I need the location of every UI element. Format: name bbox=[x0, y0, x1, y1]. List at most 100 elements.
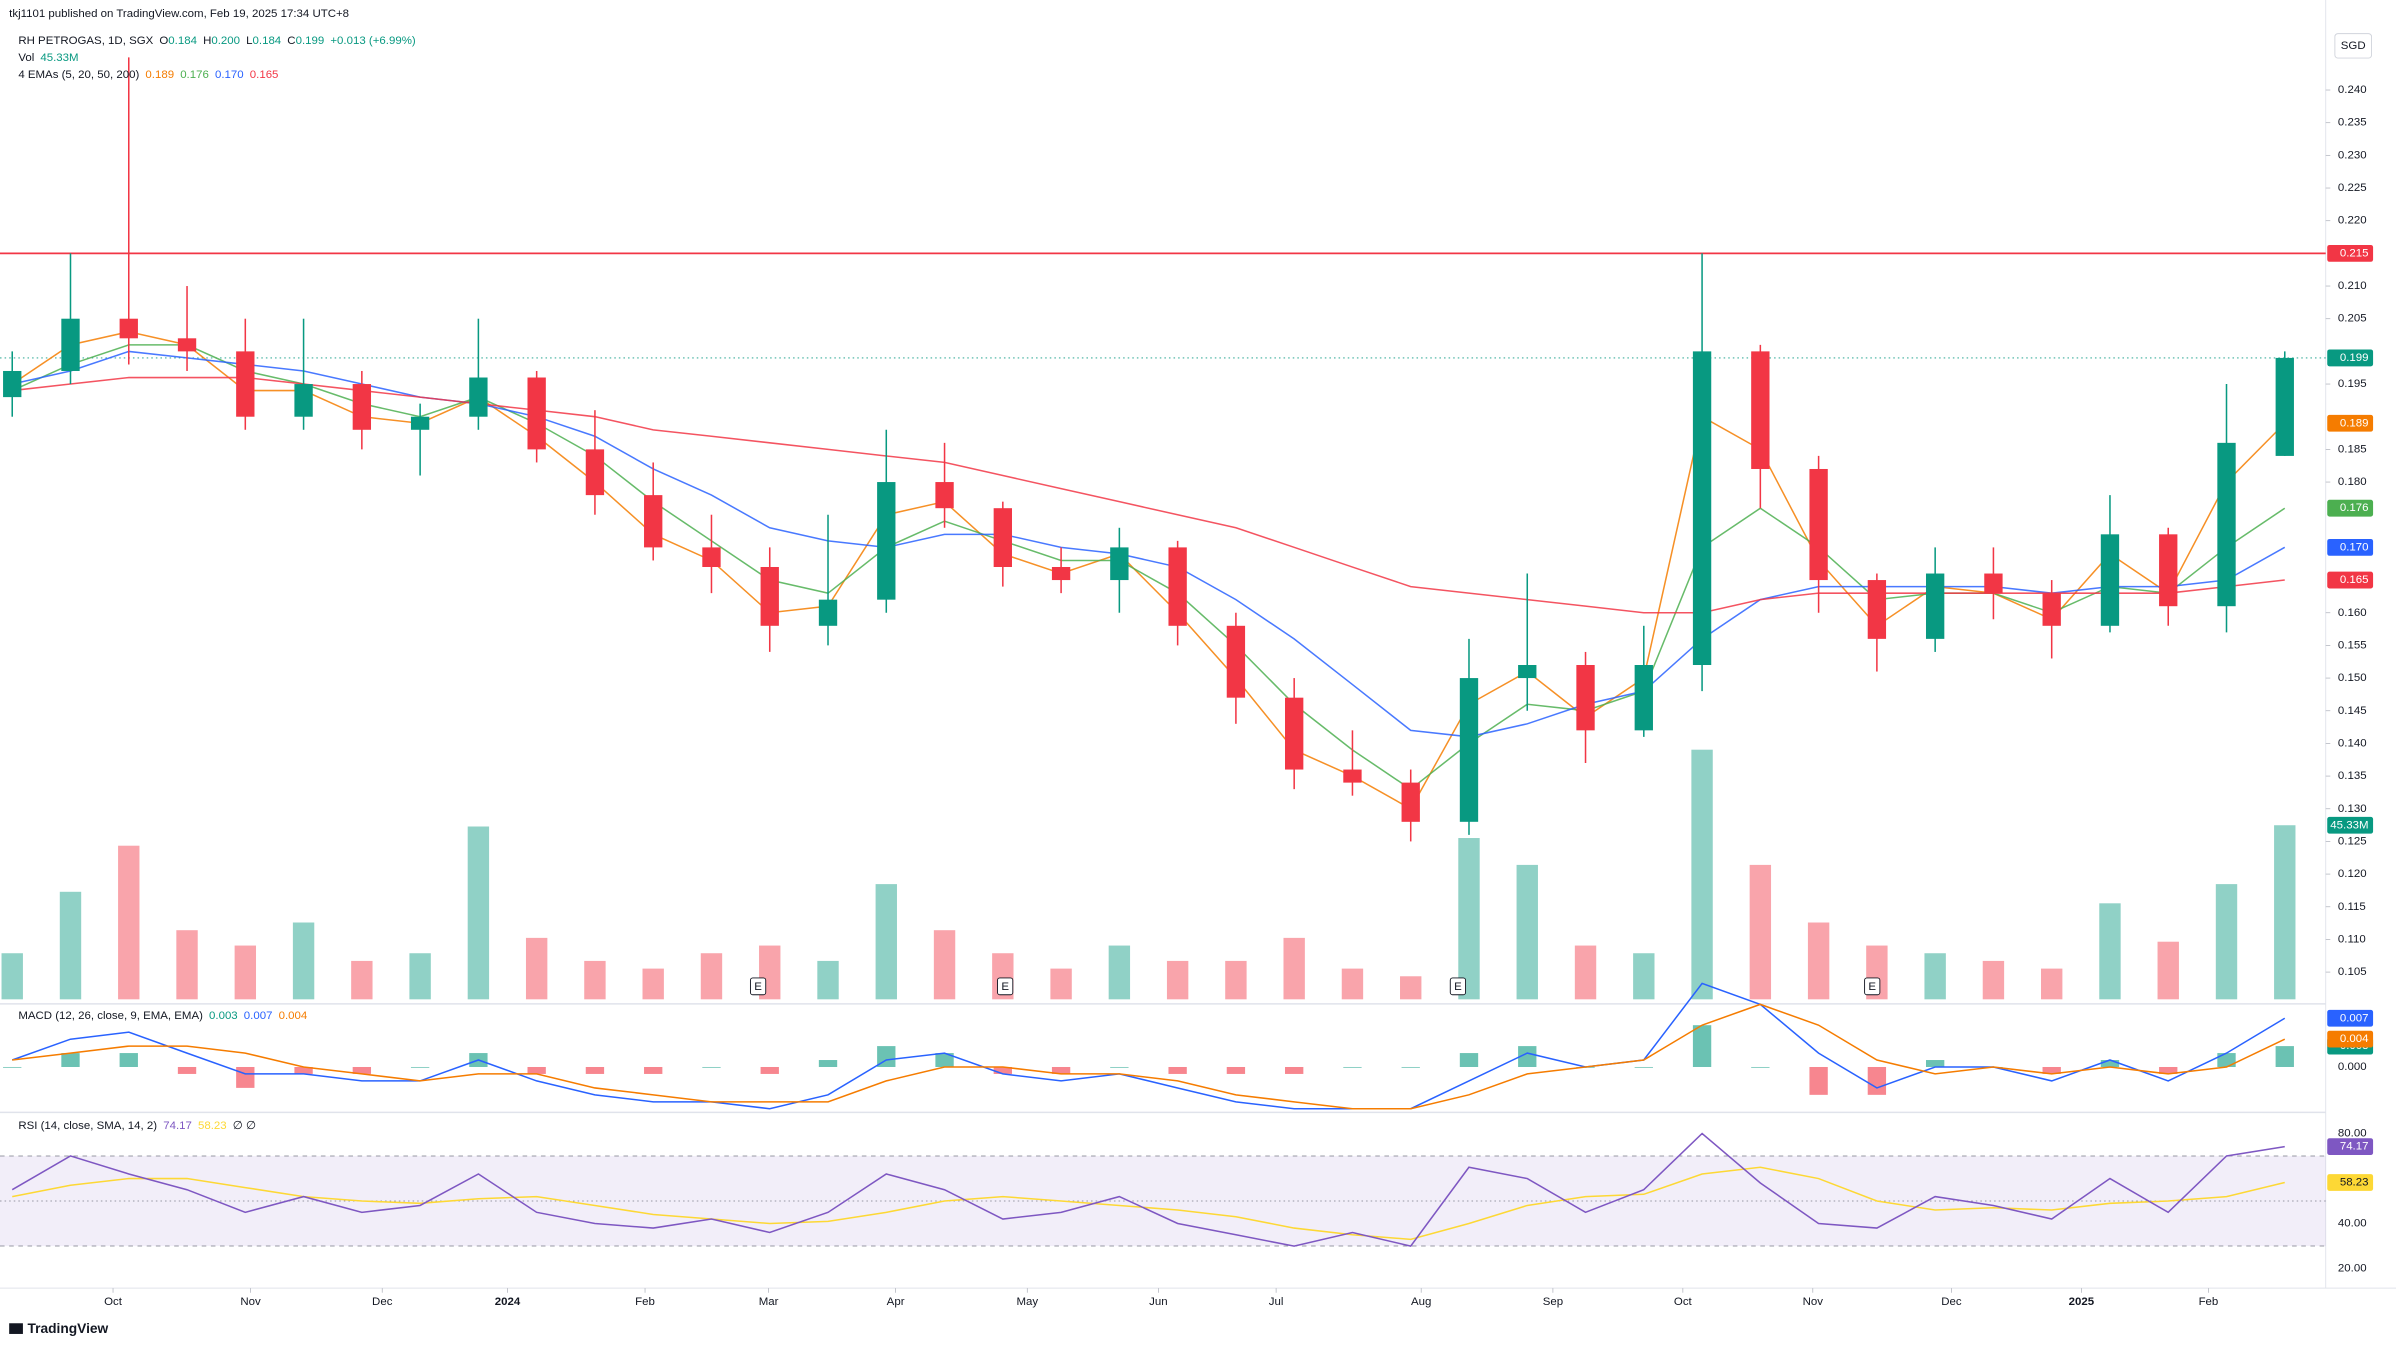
volume-bar bbox=[1108, 945, 1131, 1000]
macd-histogram bbox=[2159, 1066, 2178, 1074]
macd-price-label-bg bbox=[2327, 1009, 2374, 1027]
ema-price-label-bg bbox=[2327, 571, 2374, 589]
macd-histogram bbox=[2275, 1046, 2294, 1067]
volume-bar bbox=[1341, 968, 1364, 1000]
macd-histogram bbox=[236, 1066, 255, 1088]
candle-body bbox=[760, 566, 779, 626]
legend: Vol 45.33M bbox=[18, 52, 78, 64]
y-tick-label: 0.185 bbox=[2338, 443, 2367, 455]
macd-price-label: 0.004 bbox=[2340, 1033, 2369, 1045]
rsi-tick-label: 40.00 bbox=[2338, 1218, 2367, 1230]
volume-bar bbox=[584, 960, 606, 1000]
rsi-band-fill bbox=[0, 1155, 2326, 1247]
earnings-label: E bbox=[1001, 981, 1009, 993]
candle-body bbox=[2042, 593, 2061, 626]
rsi-line bbox=[11, 1132, 2285, 1247]
volume-bar bbox=[1924, 953, 1946, 1000]
ema-price-label: 0.165 bbox=[2340, 574, 2369, 586]
volume-bar bbox=[2215, 884, 2238, 1000]
macd-histogram bbox=[352, 1066, 372, 1074]
macd-histogram bbox=[1692, 1025, 1712, 1067]
volume-price-label: 45.33M bbox=[2330, 819, 2368, 831]
legend-item: 0.189 bbox=[145, 69, 174, 81]
earnings-label: E bbox=[754, 981, 762, 993]
candle-body bbox=[236, 351, 255, 417]
candle-body bbox=[177, 338, 197, 352]
last-price-label: 0.199 bbox=[2340, 352, 2369, 364]
rsi-sma-line bbox=[12, 1166, 2285, 1241]
macd-histogram bbox=[1110, 1066, 1129, 1068]
y-tick-label: 0.120 bbox=[2338, 868, 2367, 880]
x-tick-label: Feb bbox=[635, 1296, 655, 1308]
macd-histogram bbox=[294, 1066, 313, 1074]
macd-histogram bbox=[760, 1066, 779, 1074]
legend-item: 45.33M bbox=[40, 52, 78, 64]
candle-body bbox=[1343, 769, 1362, 783]
volume-price-label-bg bbox=[2327, 816, 2374, 834]
volume-bar bbox=[1574, 945, 1597, 1000]
candle-body bbox=[877, 482, 896, 600]
y-tick-label: 0.150 bbox=[2338, 672, 2367, 684]
legend-item: RH PETROGAS, 1D, SGX bbox=[18, 35, 153, 47]
volume-bar bbox=[176, 930, 198, 1000]
rsi-sma-label-bg bbox=[2327, 1174, 2374, 1191]
y-tick-label: 0.225 bbox=[2338, 182, 2367, 194]
x-tick-label: Oct bbox=[104, 1296, 123, 1308]
x-tick-label: Dec bbox=[1941, 1296, 1962, 1308]
volume-bar bbox=[1, 953, 23, 1000]
macd-histogram bbox=[993, 1066, 1012, 1074]
candle-body bbox=[2217, 442, 2236, 607]
publisher: tkj1101 published on TradingView.com, Fe… bbox=[9, 8, 349, 20]
volume-bar bbox=[1166, 960, 1189, 1000]
candle-body bbox=[2100, 534, 2120, 626]
ema-line bbox=[12, 350, 2286, 738]
legend: RSI (14, close, SMA, 14, 2) 74.17 58.23 ∅ ∅ bbox=[18, 1120, 256, 1132]
macd-histogram bbox=[2217, 1053, 2236, 1067]
macd-price-label-bg bbox=[2327, 1030, 2374, 1048]
x-tick-label: Nov bbox=[240, 1296, 261, 1308]
macd-histogram bbox=[119, 1053, 138, 1067]
x-tick-label: Jun bbox=[1149, 1296, 1167, 1308]
macd-histogram bbox=[177, 1066, 197, 1074]
volume-bar bbox=[59, 891, 82, 1000]
legend: 4 EMAs (5, 20, 50, 200) 0.189 0.176 0.170 0.… bbox=[18, 69, 278, 81]
volume-bar bbox=[1283, 937, 1305, 1000]
macd-tick-label: 0.000 bbox=[2338, 1061, 2367, 1073]
ema-price-label-bg bbox=[2327, 414, 2374, 432]
macd-histogram bbox=[644, 1066, 663, 1074]
logo-text: TradingView bbox=[28, 1321, 109, 1336]
ema-price-label: 0.176 bbox=[2340, 502, 2369, 514]
rsi-sma-label: 58.23 bbox=[2340, 1177, 2369, 1189]
macd-histogram bbox=[410, 1066, 430, 1068]
x-tick-label: 2025 bbox=[2069, 1296, 2095, 1308]
candle-body bbox=[1401, 782, 1420, 822]
legend-item: +0.013 (+6.99%) bbox=[330, 35, 416, 47]
currency[interactable]: SGD bbox=[2341, 40, 2366, 52]
x-tick-label: Dec bbox=[372, 1296, 393, 1308]
candle-body bbox=[1692, 351, 1712, 666]
volume-bar bbox=[2274, 825, 2296, 1000]
legend-item: 58.23 bbox=[198, 1120, 227, 1132]
legend-item: O bbox=[159, 35, 168, 47]
currency-box[interactable] bbox=[2334, 33, 2373, 59]
y-tick-label: 0.160 bbox=[2338, 607, 2367, 619]
ema-line bbox=[12, 376, 2285, 614]
y-tick-label: 0.125 bbox=[2338, 835, 2367, 847]
macd-histogram bbox=[2100, 1060, 2120, 1067]
volume-bar bbox=[1050, 968, 1072, 1000]
candle-body bbox=[352, 384, 372, 430]
legend-item: 0.184 bbox=[253, 35, 282, 47]
candle-body bbox=[3, 370, 22, 398]
earnings-label: E bbox=[1454, 981, 1462, 993]
x-tick-label: Apr bbox=[887, 1296, 905, 1308]
y-tick-label: 0.180 bbox=[2338, 476, 2367, 488]
y-tick-label: 0.115 bbox=[2338, 901, 2366, 913]
candle-body bbox=[1925, 573, 1945, 639]
volume-bar bbox=[1225, 960, 1247, 1000]
y-tick-label: 0.110 bbox=[2338, 933, 2366, 945]
macd-histogram bbox=[1925, 1060, 1945, 1067]
candle-body bbox=[1867, 580, 1887, 639]
macd-histogram bbox=[1401, 1066, 1420, 1068]
legend-item: 0.004 bbox=[279, 1010, 308, 1022]
